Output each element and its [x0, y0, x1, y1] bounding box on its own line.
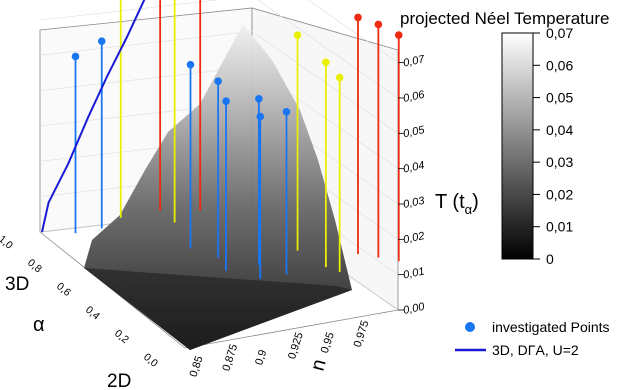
colorbar — [501, 32, 534, 260]
alpha-end-label-3d: 3D — [5, 274, 29, 295]
point-blue-2 — [186, 60, 195, 69]
n-tick-label-3: 0,925 — [286, 331, 306, 361]
stems-layer — [71, 0, 403, 280]
alpha-tick-label-4: 0,8 — [25, 257, 44, 276]
grid-right-6 — [257, 0, 399, 99]
cb-tick-label-7: 0,07 — [546, 25, 573, 41]
point-yellow-3 — [322, 58, 330, 67]
grid-right-7 — [307, 0, 399, 63]
point-blue-7 — [282, 107, 291, 116]
colorbar-ticks: 0 0,01 0,02 0,03 0,04 0,05 0,06 0,07 — [533, 25, 573, 267]
cb-tick-label-3: 0,03 — [546, 154, 573, 170]
series-3d-dga-line — [41, 0, 146, 233]
point-blue-0 — [71, 52, 80, 61]
cb-tick-label-1: 0,01 — [546, 219, 573, 235]
point-blue-5 — [256, 112, 265, 121]
legend: investigated Points 3D, DΓA, U=2 — [455, 319, 610, 358]
point-red-3 — [374, 20, 383, 29]
alpha-tick-label-1: 0,2 — [112, 328, 131, 347]
surface-edge — [84, 268, 352, 350]
legend-label-line: 3D, DΓA, U=2 — [492, 342, 579, 358]
cb-tick-label-0: 0 — [546, 251, 554, 267]
chart-title: projected Néel Temperature — [400, 9, 609, 28]
point-yellow-4 — [335, 73, 344, 82]
cb-tick-label-2: 0,02 — [546, 186, 573, 202]
alpha-axis-label: α — [33, 314, 45, 336]
n-axis-label: n — [307, 357, 331, 373]
alpha-tick-label-2: 0,4 — [83, 304, 102, 323]
n-tick-label-1: 0,875 — [220, 343, 240, 373]
point-blue-6 — [255, 95, 263, 103]
floor-edge-right — [184, 309, 399, 349]
z-tick-label-4: 0,04 — [402, 159, 425, 175]
n-tick-label-2: 0,9 — [253, 348, 269, 366]
point-blue-4 — [222, 97, 230, 106]
z-tick-label-5: 0,05 — [402, 124, 426, 140]
z-tick-label-2: 0,02 — [402, 230, 425, 246]
z-tick-label-7: 0,07 — [402, 53, 426, 69]
z-tick-label-0: 0,00 — [402, 301, 426, 317]
alpha-tick-label-3: 0,6 — [54, 280, 73, 299]
alpha-tick-label-5: 1,0 — [0, 233, 15, 252]
point-blue-3 — [214, 77, 222, 85]
point-red-4 — [394, 31, 403, 39]
alpha-end-label-2d: 2D — [107, 371, 131, 390]
grid-left-6 — [39, 0, 220, 21]
alpha-tick-label-0: 0,0 — [141, 351, 160, 370]
legend-label-points: investigated Points — [492, 319, 610, 335]
legend-marker-points — [465, 322, 475, 332]
z-tick-label-1: 0,01 — [402, 265, 425, 281]
n-tick-label-4: 0,95 — [319, 331, 337, 355]
z-tick-label-3: 0,03 — [402, 195, 426, 211]
cb-tick-label-4: 0,04 — [546, 122, 573, 138]
cb-tick-label-6: 0,06 — [546, 57, 573, 73]
n-tick-label-0: 0,85 — [188, 354, 206, 378]
n-tick-label-5: 0,975 — [352, 319, 372, 349]
cb-tick-label-5: 0,05 — [546, 90, 573, 106]
point-red-2 — [354, 13, 362, 22]
z-axis-ticks: 0,00 0,01 0,02 0,03 0,04 0,05 0,06 0,07 — [398, 53, 426, 317]
point-yellow-2 — [293, 31, 302, 39]
z-tick-label-6: 0,06 — [402, 89, 426, 105]
grid-left-5 — [39, 31, 253, 56]
z-axis-label: T (tα) — [435, 191, 479, 217]
point-blue-1 — [97, 37, 106, 45]
